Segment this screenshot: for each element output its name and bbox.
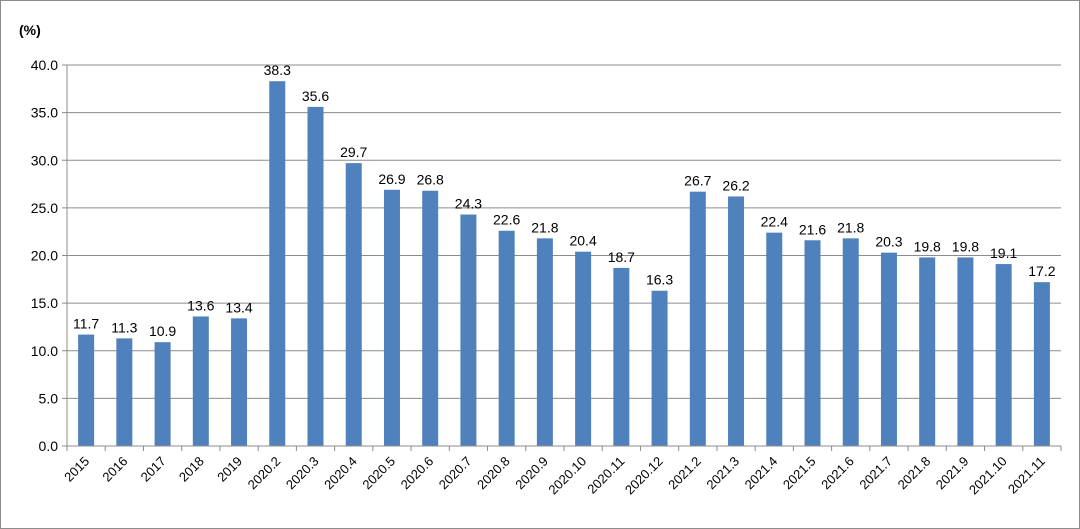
bar bbox=[78, 334, 95, 446]
data-label: 10.9 bbox=[149, 323, 176, 339]
bar bbox=[345, 163, 362, 447]
x-tick-label: 2020.7 bbox=[436, 454, 475, 493]
bar bbox=[192, 316, 209, 446]
bar bbox=[728, 196, 745, 446]
bar bbox=[919, 257, 936, 446]
data-labels: 11.7 11.3 10.9 13.6 13.4 38.3 35.6 29.7 26.9 26.8… bbox=[73, 62, 1056, 339]
x-tick-label: 2021.10 bbox=[966, 454, 1010, 498]
bar bbox=[536, 238, 553, 446]
bars bbox=[78, 81, 1050, 447]
bar bbox=[116, 338, 133, 446]
y-tick-label: 0.0 bbox=[39, 438, 59, 454]
x-tick-label: 2020.10 bbox=[545, 454, 589, 498]
data-label: 26.7 bbox=[684, 173, 711, 189]
data-label: 24.3 bbox=[455, 196, 482, 212]
y-tick-label: 25.0 bbox=[31, 200, 58, 216]
bar bbox=[689, 191, 706, 446]
data-label: 19.1 bbox=[990, 245, 1017, 261]
data-label: 11.7 bbox=[73, 316, 99, 332]
data-label: 19.8 bbox=[914, 238, 941, 254]
x-tick-label: 2019 bbox=[214, 454, 245, 485]
data-label: 18.7 bbox=[608, 249, 635, 265]
x-tick-label: 2021.5 bbox=[780, 454, 819, 493]
x-tick-label: 2017 bbox=[138, 454, 169, 485]
y-tick-label: 40.0 bbox=[31, 57, 58, 73]
x-tick-label: 2021.4 bbox=[742, 454, 781, 493]
bar bbox=[307, 106, 324, 446]
x-tick-label: 2020.11 bbox=[584, 454, 627, 497]
x-axis-ticks: 2015 2016 2017 2018 2019 2020.2 2020.3 2020.4 20… bbox=[61, 454, 1048, 498]
y-tick-label: 30.0 bbox=[31, 152, 58, 168]
x-tick-label: 2016 bbox=[99, 454, 130, 485]
data-label: 11.3 bbox=[111, 319, 137, 335]
bar bbox=[957, 257, 974, 446]
data-label: 20.4 bbox=[569, 233, 596, 249]
bar bbox=[766, 232, 783, 446]
x-tick-label: 2020.6 bbox=[398, 454, 437, 493]
bar bbox=[842, 238, 859, 446]
x-tick-label: 2020.3 bbox=[283, 454, 322, 493]
x-tick-label: 2021.3 bbox=[703, 454, 742, 493]
data-label: 26.9 bbox=[378, 171, 405, 187]
x-tick-label: 2021.2 bbox=[665, 454, 704, 493]
bar bbox=[460, 214, 477, 446]
bar bbox=[880, 252, 897, 446]
x-tick-label: 2021.8 bbox=[895, 454, 934, 493]
x-tick-label: 2020.12 bbox=[622, 454, 666, 498]
axes bbox=[62, 64, 1062, 451]
y-axis-ticks: 0.0 5.0 10.0 15.0 20.0 25.0 30.0 35.0 40.0 bbox=[31, 57, 58, 454]
bar bbox=[651, 290, 668, 446]
data-label: 13.4 bbox=[225, 299, 252, 315]
x-tick-label: 2021.6 bbox=[818, 454, 857, 493]
data-label: 29.7 bbox=[340, 144, 367, 160]
bar bbox=[498, 230, 515, 446]
data-label: 17.2 bbox=[1028, 263, 1055, 279]
bar bbox=[422, 190, 439, 446]
data-label: 26.8 bbox=[417, 172, 444, 188]
y-tick-label: 5.0 bbox=[39, 390, 59, 406]
x-tick-label: 2020.2 bbox=[245, 454, 284, 493]
data-label: 21.8 bbox=[531, 219, 558, 235]
bar bbox=[231, 318, 248, 446]
gridlines bbox=[67, 64, 1061, 399]
bar bbox=[1033, 282, 1050, 446]
x-tick-label: 2020.4 bbox=[321, 454, 360, 493]
y-tick-label: 10.0 bbox=[31, 343, 58, 359]
x-tick-label: 2015 bbox=[61, 454, 92, 485]
data-label: 38.3 bbox=[264, 62, 291, 78]
data-label: 35.6 bbox=[302, 88, 329, 104]
bar bbox=[154, 342, 171, 446]
x-tick-label: 2020.5 bbox=[359, 454, 398, 493]
bar bbox=[804, 240, 821, 446]
x-tick-label: 2020.8 bbox=[474, 454, 513, 493]
data-label: 16.3 bbox=[646, 272, 673, 288]
y-tick-label: 20.0 bbox=[31, 248, 58, 264]
bar bbox=[383, 189, 400, 446]
data-label: 21.8 bbox=[837, 219, 864, 235]
data-label: 20.3 bbox=[875, 234, 902, 250]
data-label: 26.2 bbox=[722, 177, 749, 193]
x-tick-label: 2021.7 bbox=[856, 454, 895, 493]
data-label: 21.6 bbox=[799, 221, 826, 237]
bar bbox=[995, 264, 1012, 446]
y-tick-label: 15.0 bbox=[31, 295, 58, 311]
data-label: 13.6 bbox=[187, 297, 214, 313]
data-label: 19.8 bbox=[952, 238, 979, 254]
data-label: 22.4 bbox=[761, 214, 788, 230]
x-tick-label: 2021.11 bbox=[1005, 454, 1048, 497]
y-axis-label: (%) bbox=[19, 22, 41, 38]
bar bbox=[269, 81, 286, 446]
data-label: 22.6 bbox=[493, 212, 520, 228]
bar bbox=[613, 267, 630, 446]
bar bbox=[575, 251, 592, 446]
y-tick-label: 35.0 bbox=[31, 105, 58, 121]
x-tick-label: 2018 bbox=[176, 454, 207, 485]
